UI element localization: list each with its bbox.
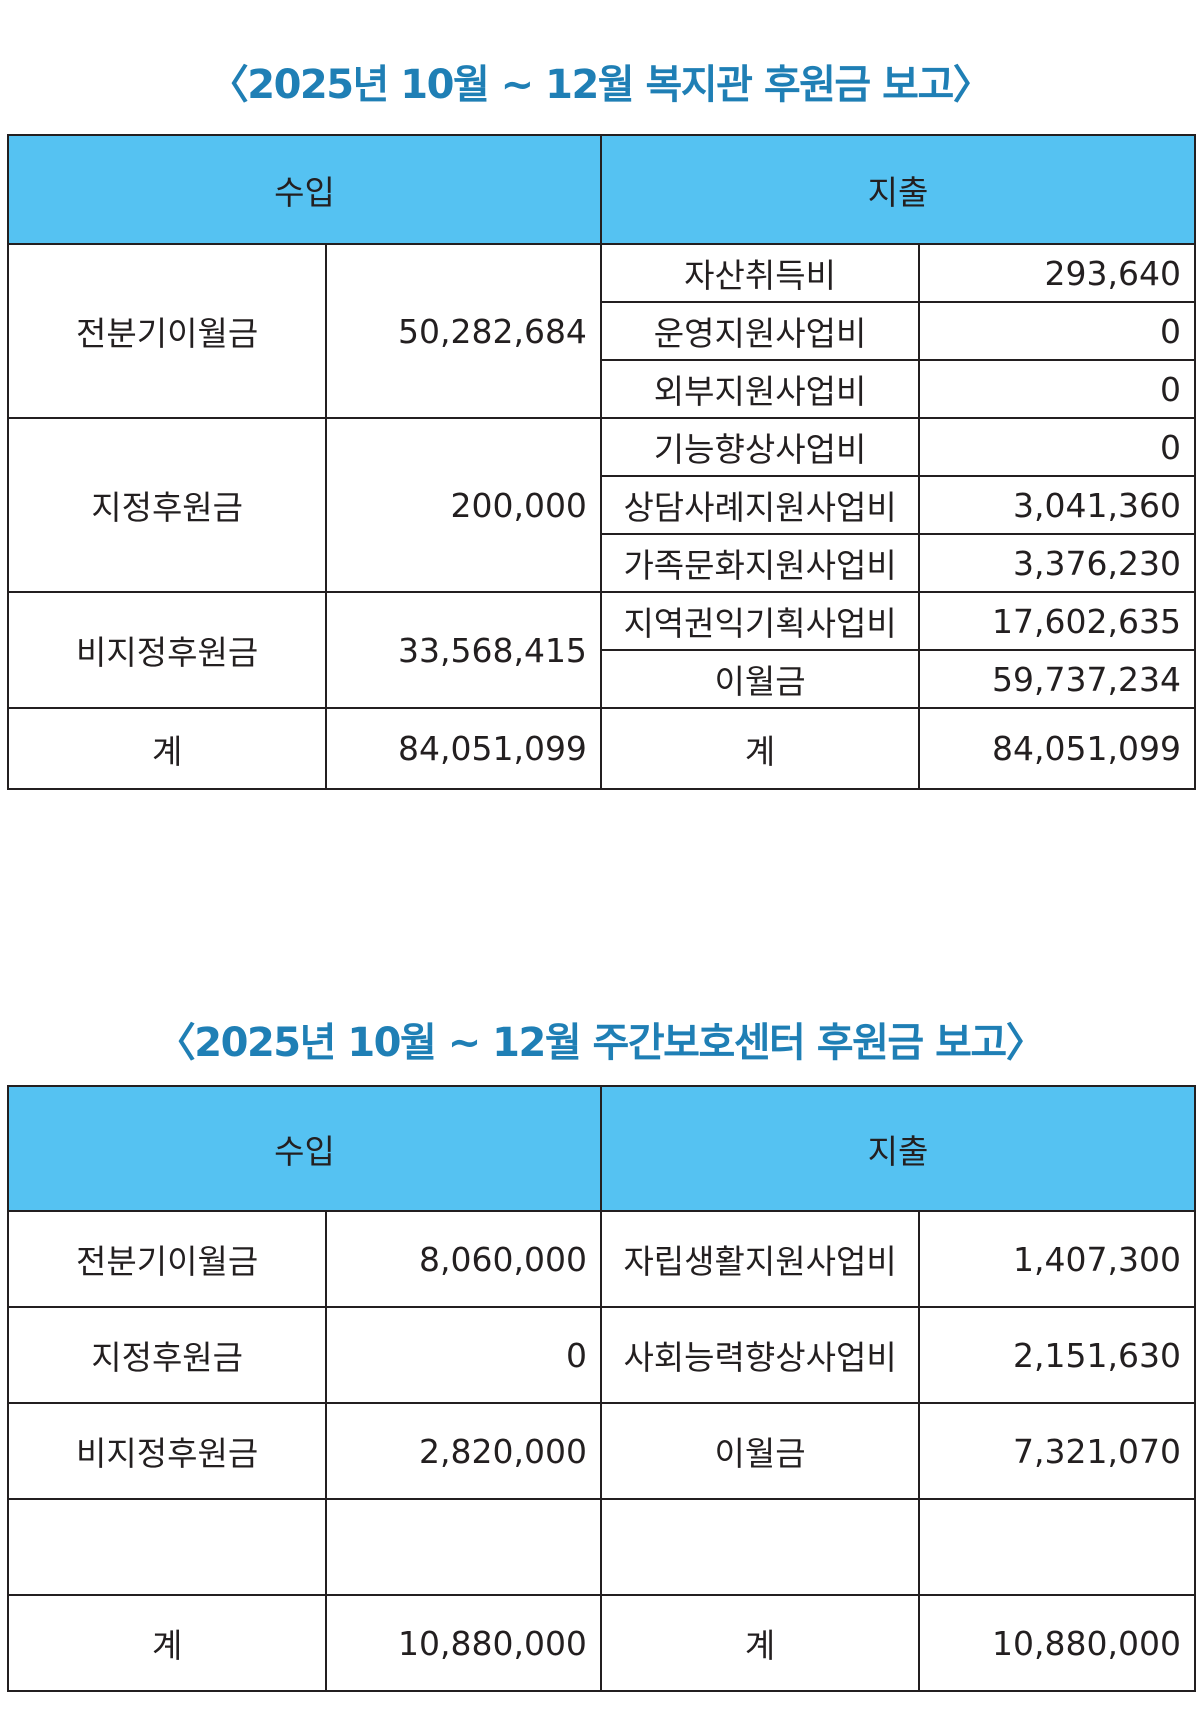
empty-cell — [6, 1498, 328, 1596]
expense-amount: 2,151,630 — [918, 1306, 1196, 1404]
table-row: 지정후원금 200,000 기능향상사업비 0 — [6, 417, 1196, 593]
empty-row — [6, 1498, 1196, 1596]
report-title-day-care-center: 〈2025년 10월 ~ 12월 주간보호센터 후원금 보고〉 — [155, 1020, 1046, 1066]
table-header-row: 수입 지출 — [7, 1085, 1197, 1212]
expense-total-amount: 84,051,099 — [918, 707, 1196, 790]
expense-label: 외부지원사업비 — [599, 359, 921, 419]
report-title-welfare-center: 〈2025년 10월 ~ 12월 복지관 후원금 보고〉 — [208, 62, 993, 108]
expense-amount: 3,041,360 — [918, 475, 1196, 535]
expense-amount: 59,737,234 — [918, 649, 1196, 709]
income-label: 지정후원금 — [6, 1306, 328, 1404]
empty-cell — [325, 1498, 602, 1596]
expense-label: 이월금 — [599, 1402, 921, 1500]
income-header: 수입 — [7, 134, 602, 245]
income-header: 수입 — [7, 1085, 602, 1212]
empty-cell — [918, 1498, 1196, 1596]
expense-amount: 3,376,230 — [918, 533, 1196, 593]
table-row: 운영지원사업비 0 — [8, 301, 1196, 361]
income-amount: 2,820,000 — [325, 1402, 602, 1500]
expense-amount: 1,407,300 — [918, 1210, 1196, 1308]
income-amount: 0 — [325, 1306, 602, 1404]
table-row: 비지정후원금 33,568,415 지역권익기획사업비 17,602,635 — [6, 591, 1196, 709]
table-row: 비지정후원금 2,820,000 이월금 7,321,070 — [6, 1402, 1196, 1500]
expense-label: 기능향상사업비 — [599, 417, 921, 477]
expense-total-label: 계 — [599, 707, 921, 790]
table-row: 가족문화지원사업비 3,376,230 — [8, 533, 1196, 593]
table-row: 전분기이월금 8,060,000 자립생활지원사업비 1,407,300 — [6, 1210, 1196, 1308]
income-label: 비지정후원금 — [6, 1402, 328, 1500]
empty-cell — [599, 1498, 921, 1596]
expense-header: 지출 — [599, 134, 1197, 245]
income-label: 전분기이월금 — [6, 1210, 328, 1308]
income-amount: 200,000 — [325, 417, 602, 593]
table-row: 이월금 59,737,234 — [8, 649, 1196, 709]
welfare-center-donation-table: 수입 지출 전분기이월금 50,282,684 자산취득비 293,640 운영… — [6, 134, 1197, 790]
income-label: 비지정후원금 — [6, 591, 328, 709]
expense-label: 이월금 — [599, 649, 921, 709]
expense-label: 사회능력향상사업비 — [599, 1306, 921, 1404]
table-row: 상담사례지원사업비 3,041,360 — [8, 475, 1196, 535]
table-row: 지정후원금 0 사회능력향상사업비 2,151,630 — [6, 1306, 1196, 1404]
expense-amount: 7,321,070 — [918, 1402, 1196, 1500]
income-total-amount: 10,880,000 — [325, 1594, 602, 1692]
expense-amount: 17,602,635 — [918, 591, 1196, 651]
expense-amount: 293,640 — [918, 243, 1196, 303]
income-amount: 33,568,415 — [325, 591, 602, 709]
income-amount: 8,060,000 — [325, 1210, 602, 1308]
income-amount: 50,282,684 — [325, 243, 602, 419]
income-label: 전분기이월금 — [6, 243, 328, 419]
expense-label: 운영지원사업비 — [599, 301, 921, 361]
table-row: 외부지원사업비 0 — [8, 359, 1196, 419]
expense-amount: 0 — [918, 359, 1196, 419]
expense-label: 가족문화지원사업비 — [599, 533, 921, 593]
expense-amount: 0 — [918, 417, 1196, 477]
day-care-center-donation-table: 수입 지출 전분기이월금 8,060,000 자립생활지원사업비 1,407,3… — [6, 1085, 1197, 1692]
expense-total-label: 계 — [599, 1594, 921, 1692]
table-header-row: 수입 지출 — [7, 134, 1197, 245]
income-total-label: 계 — [6, 707, 328, 790]
expense-label: 자산취득비 — [599, 243, 921, 303]
total-row: 계 10,880,000 계 10,880,000 — [6, 1594, 1196, 1692]
income-total-label: 계 — [6, 1594, 328, 1692]
table-row: 전분기이월금 50,282,684 자산취득비 293,640 — [6, 243, 1196, 419]
expense-label: 지역권익기획사업비 — [599, 591, 921, 651]
expense-amount: 0 — [918, 301, 1196, 361]
income-label: 지정후원금 — [6, 417, 328, 593]
total-row: 계 84,051,099 계 84,051,099 — [6, 707, 1196, 790]
expense-label: 자립생활지원사업비 — [599, 1210, 921, 1308]
expense-header: 지출 — [599, 1085, 1197, 1212]
income-total-amount: 84,051,099 — [325, 707, 602, 790]
expense-label: 상담사례지원사업비 — [599, 475, 921, 535]
expense-total-amount: 10,880,000 — [918, 1594, 1196, 1692]
